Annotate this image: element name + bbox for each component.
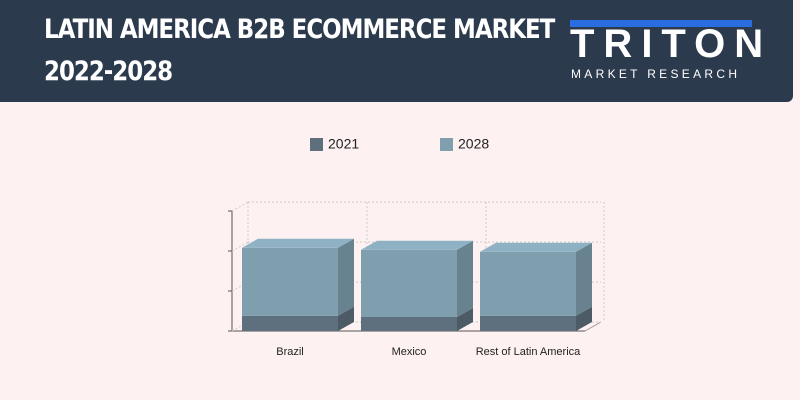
x-tick-label: Rest of Latin America — [476, 346, 581, 358]
legend-swatch — [440, 138, 453, 151]
grid-line — [231, 201, 249, 212]
bar-side — [457, 240, 473, 317]
axis — [584, 321, 602, 332]
x-tick-label: Mexico — [392, 346, 427, 358]
bar — [242, 247, 338, 316]
logo-bar — [570, 20, 752, 27]
bar-side — [576, 242, 592, 316]
bar — [480, 251, 576, 316]
bar — [242, 315, 338, 331]
bar — [480, 315, 576, 331]
x-tick-label: Brazil — [276, 346, 304, 358]
bar-top — [361, 240, 473, 250]
grid-line — [231, 281, 249, 292]
grid-line — [231, 241, 249, 252]
bar-side — [457, 308, 473, 331]
bar-top — [480, 242, 592, 252]
bar-top — [242, 238, 354, 248]
bar-side — [576, 306, 592, 331]
grid-line — [231, 321, 249, 332]
legend-label: 2028 — [458, 136, 489, 152]
bar-side — [338, 238, 354, 316]
bar-side — [338, 306, 354, 331]
logo: TRITON — [570, 22, 773, 66]
title: 2022-2028 — [44, 56, 173, 87]
legend-label: 2021 — [328, 136, 359, 152]
header: LATIN AMERICA B2B ECOMMERCE MARKET 2022-… — [0, 0, 793, 102]
bar — [361, 317, 457, 331]
logo-tagline: MARKET RESEARCH — [571, 67, 741, 81]
legend-swatch — [310, 138, 323, 151]
title: LATIN AMERICA B2B ECOMMERCE MARKET — [44, 14, 555, 45]
bar — [361, 249, 457, 317]
